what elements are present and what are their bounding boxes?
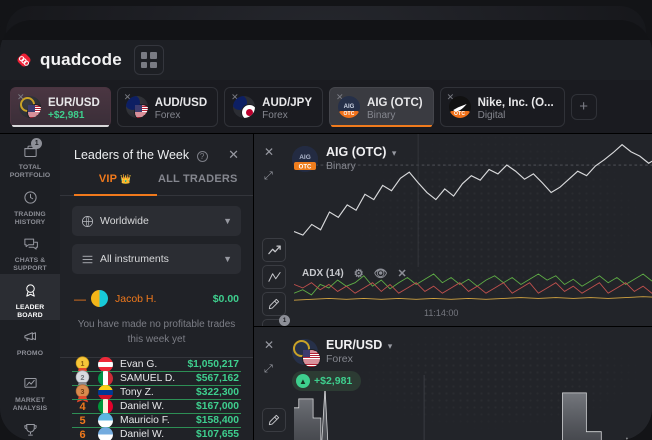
svg-text:1: 1 [81, 361, 85, 368]
svg-text:AIG: AIG [299, 154, 311, 161]
svg-text:OTC: OTC [299, 164, 312, 170]
svg-text:2: 2 [81, 375, 85, 382]
svg-text:3: 3 [81, 389, 85, 396]
